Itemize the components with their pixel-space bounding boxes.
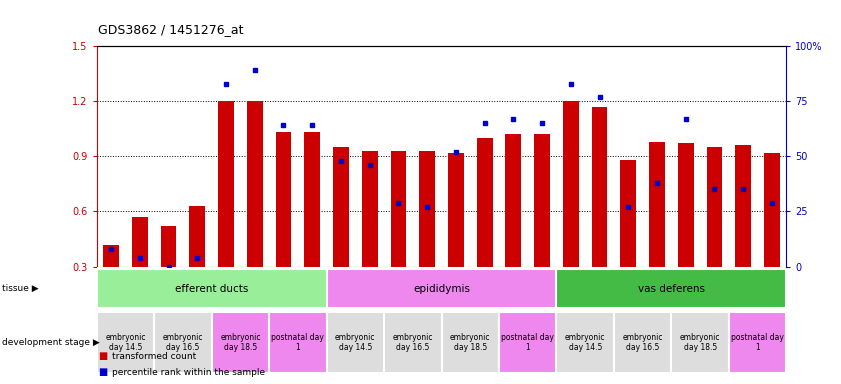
Text: postnatal day
1: postnatal day 1 (272, 333, 325, 352)
Text: epididymis: epididymis (413, 284, 470, 294)
Bar (499, 312, 557, 373)
Bar (97, 269, 326, 308)
Bar (326, 269, 557, 308)
Bar (333, 147, 349, 266)
Text: transformed count: transformed count (112, 352, 196, 361)
Text: GDS3862 / 1451276_at: GDS3862 / 1451276_at (98, 23, 244, 36)
Bar (505, 134, 521, 266)
Text: postnatal day
1: postnatal day 1 (501, 333, 554, 352)
Text: embryonic
day 18.5: embryonic day 18.5 (220, 333, 261, 352)
Bar (557, 312, 614, 373)
Bar (161, 226, 177, 266)
Bar (448, 153, 463, 266)
Bar (671, 312, 729, 373)
Bar (103, 245, 119, 266)
Bar (614, 312, 671, 373)
Text: embryonic
day 16.5: embryonic day 16.5 (162, 333, 204, 352)
Bar (420, 151, 435, 266)
Text: vas deferens: vas deferens (637, 284, 705, 294)
Text: embryonic
day 18.5: embryonic day 18.5 (680, 333, 721, 352)
Text: postnatal day
1: postnatal day 1 (731, 333, 784, 352)
Text: embryonic
day 14.5: embryonic day 14.5 (335, 333, 376, 352)
Bar (678, 144, 694, 266)
Text: efferent ducts: efferent ducts (175, 284, 248, 294)
Text: development stage ▶: development stage ▶ (2, 338, 99, 347)
Bar (247, 101, 262, 266)
Bar (534, 134, 550, 266)
Bar (189, 206, 205, 266)
Bar (269, 312, 326, 373)
Bar (362, 151, 378, 266)
Bar (304, 132, 320, 266)
Bar (764, 153, 780, 266)
Bar (706, 147, 722, 266)
Bar (326, 312, 384, 373)
Bar (592, 107, 607, 266)
Bar (276, 132, 291, 266)
Bar (563, 101, 579, 266)
Bar (557, 269, 786, 308)
Text: ■: ■ (98, 367, 108, 377)
Bar (729, 312, 786, 373)
Bar (621, 160, 636, 266)
Text: tissue ▶: tissue ▶ (2, 284, 39, 293)
Bar (154, 312, 212, 373)
Bar (735, 145, 751, 266)
Text: embryonic
day 14.5: embryonic day 14.5 (105, 333, 145, 352)
Text: ■: ■ (98, 351, 108, 361)
Text: embryonic
day 16.5: embryonic day 16.5 (622, 333, 663, 352)
Bar (384, 312, 442, 373)
Bar (390, 151, 406, 266)
Text: embryonic
day 16.5: embryonic day 16.5 (393, 333, 433, 352)
Bar (97, 312, 154, 373)
Bar (132, 217, 148, 266)
Text: percentile rank within the sample: percentile rank within the sample (112, 368, 265, 377)
Text: embryonic
day 18.5: embryonic day 18.5 (450, 333, 490, 352)
Bar (477, 138, 493, 266)
Bar (212, 312, 269, 373)
Bar (649, 142, 665, 266)
Bar (442, 312, 499, 373)
Text: embryonic
day 14.5: embryonic day 14.5 (565, 333, 606, 352)
Bar (218, 101, 234, 266)
